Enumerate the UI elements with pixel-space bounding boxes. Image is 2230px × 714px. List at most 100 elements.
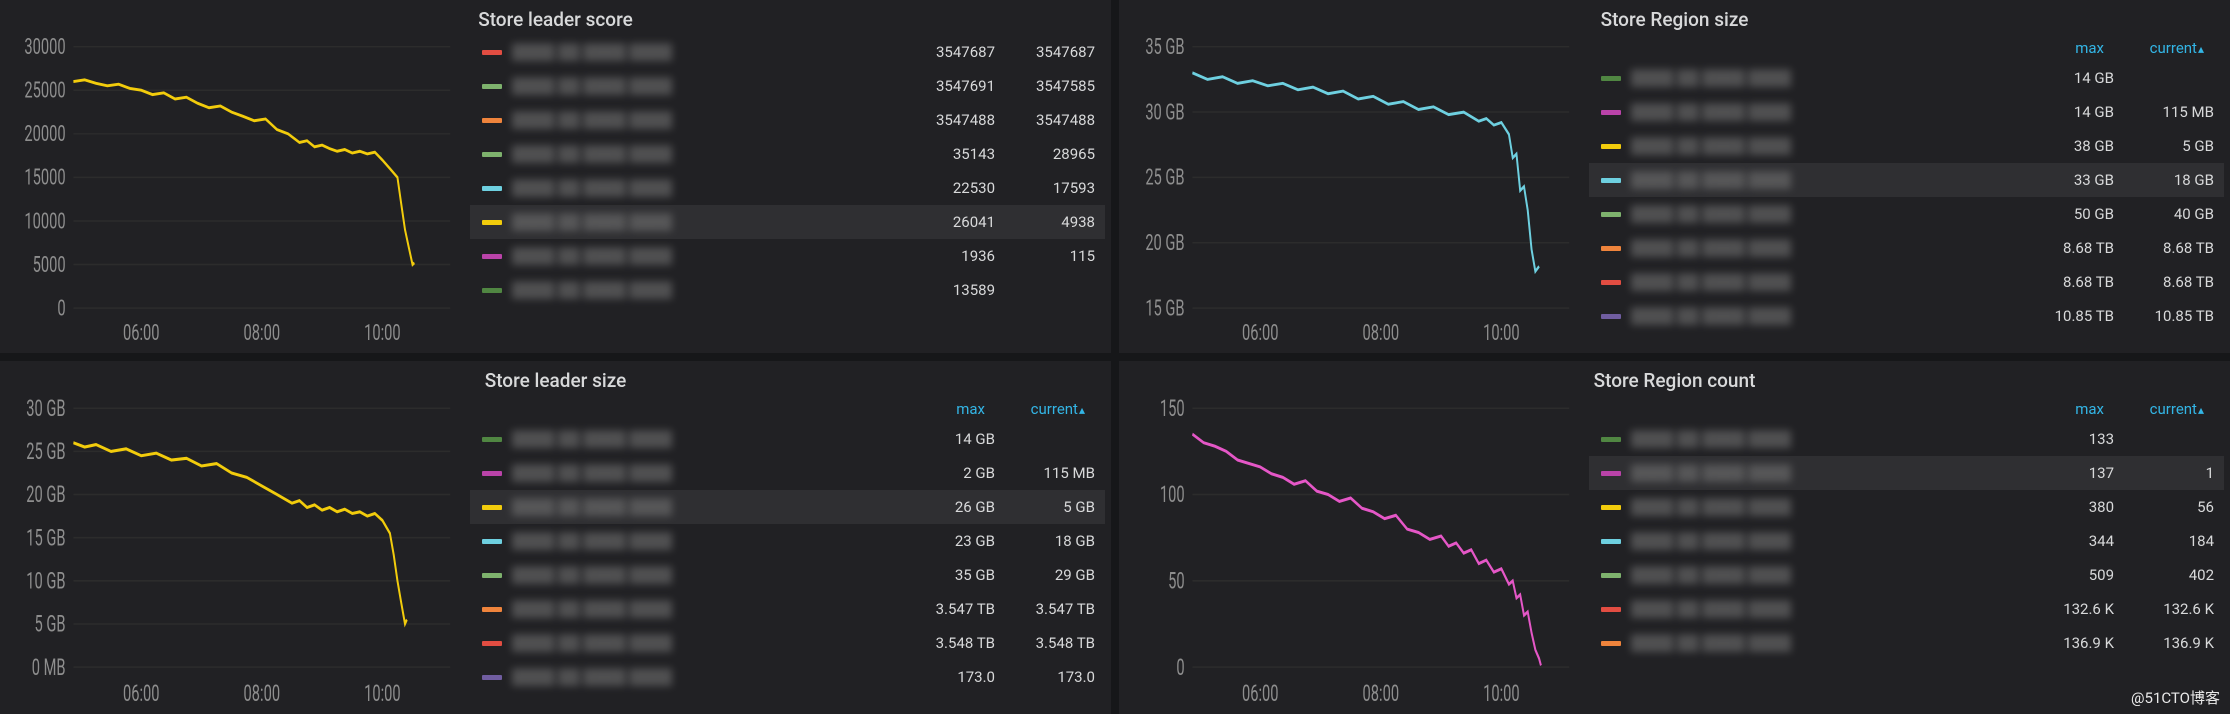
legend-header-current[interactable]: current bbox=[2104, 39, 2204, 57]
legend-row[interactable]: ████ ██ ████ ████509402 bbox=[1589, 558, 2224, 592]
series-name[interactable]: ████ ██ ████ ████ bbox=[512, 213, 895, 231]
series-color-swatch bbox=[482, 641, 502, 646]
series-name[interactable]: ████ ██ ████ ████ bbox=[1631, 205, 2014, 223]
series-name[interactable]: ████ ██ ████ ████ bbox=[1631, 69, 2014, 87]
series-name[interactable]: ████ ██ ████ ████ bbox=[1631, 171, 2014, 189]
legend-row[interactable]: ████ ██ ████ ████35476913547585 bbox=[470, 69, 1105, 103]
legend-row[interactable]: ████ ██ ████ ████2 GB115 MB bbox=[470, 456, 1105, 490]
legend-header-max[interactable]: max bbox=[2004, 400, 2104, 418]
series-color-swatch bbox=[482, 573, 502, 578]
legend-row[interactable]: ████ ██ ████ ████133 bbox=[1589, 422, 2224, 456]
series-name[interactable]: ████ ██ ████ ████ bbox=[1631, 498, 2014, 516]
legend-header-current[interactable]: current bbox=[985, 400, 1085, 418]
legend-header-max[interactable]: max bbox=[885, 400, 985, 418]
series-name[interactable]: ████ ██ ████ ████ bbox=[512, 281, 895, 299]
series-name[interactable]: ████ ██ ████ ████ bbox=[1631, 600, 2014, 618]
svg-text:30000: 30000 bbox=[24, 35, 65, 60]
panel-title[interactable]: Store Region count bbox=[1119, 361, 2230, 396]
legend-row[interactable]: ████ ██ ████ ████8.68 TB8.68 TB bbox=[1589, 231, 2224, 265]
series-color-swatch bbox=[1601, 76, 1621, 81]
series-name[interactable]: ████ ██ ████ ████ bbox=[512, 111, 895, 129]
legend-rows[interactable]: ████ ██ ████ ████133████ ██ ████ ████137… bbox=[1589, 422, 2224, 714]
series-value-max: 8.68 TB bbox=[2014, 273, 2114, 291]
series-name[interactable]: ████ ██ ████ ████ bbox=[512, 247, 895, 265]
legend-row[interactable]: ████ ██ ████ ████38 GB5 GB bbox=[1589, 129, 2224, 163]
legend-row[interactable]: ████ ██ ████ ████1936115 bbox=[470, 239, 1105, 273]
series-color-swatch bbox=[482, 84, 502, 89]
series-value-max: 173.0 bbox=[895, 668, 995, 686]
legend-row[interactable]: ████ ██ ████ ████8.68 TB8.68 TB bbox=[1589, 265, 2224, 299]
svg-text:15 GB: 15 GB bbox=[26, 524, 65, 551]
series-value-max: 344 bbox=[2014, 532, 2114, 550]
legend-row[interactable]: ████ ██ ████ ████173.0173.0 bbox=[470, 660, 1105, 694]
series-name[interactable]: ████ ██ ████ ████ bbox=[512, 77, 895, 95]
series-name[interactable]: ████ ██ ████ ████ bbox=[1631, 566, 2014, 584]
legend-row[interactable]: ████ ██ ████ ████2253017593 bbox=[470, 171, 1105, 205]
legend-row[interactable]: ████ ██ ████ ████136.9 K136.9 K bbox=[1589, 626, 2224, 660]
series-color-swatch bbox=[1601, 607, 1621, 612]
series-name[interactable]: ████ ██ ████ ████ bbox=[512, 43, 895, 61]
series-color-swatch bbox=[1601, 641, 1621, 646]
series-value-current: 402 bbox=[2114, 566, 2214, 584]
series-name[interactable]: ████ ██ ████ ████ bbox=[512, 668, 895, 686]
series-name[interactable]: ████ ██ ████ ████ bbox=[1631, 430, 2014, 448]
legend-row[interactable]: ████ ██ ████ ████26 GB5 GB bbox=[470, 490, 1105, 524]
series-name[interactable]: ████ ██ ████ ████ bbox=[1631, 103, 2014, 121]
panel-title[interactable]: Store Region size bbox=[1119, 0, 2230, 35]
legend-row[interactable]: ████ ██ ████ ████35474883547488 bbox=[470, 103, 1105, 137]
series-value-max: 3.547 TB bbox=[895, 600, 995, 618]
series-name[interactable]: ████ ██ ████ ████ bbox=[512, 464, 895, 482]
series-value-current: 3547585 bbox=[995, 77, 1095, 95]
legend-rows[interactable]: ████ ██ ████ ████14 GB████ ██ ████ ████1… bbox=[1589, 61, 2224, 353]
series-name[interactable]: ████ ██ ████ ████ bbox=[512, 600, 895, 618]
legend-row[interactable]: ████ ██ ████ ████14 GB bbox=[470, 422, 1105, 456]
legend-row[interactable]: ████ ██ ████ ████344184 bbox=[1589, 524, 2224, 558]
series-name[interactable]: ████ ██ ████ ████ bbox=[1631, 137, 2014, 155]
legend-row[interactable]: ████ ██ ████ ████14 GB bbox=[1589, 61, 2224, 95]
legend-header: maxcurrent bbox=[470, 396, 1105, 422]
legend-row[interactable]: ████ ██ ████ ████38056 bbox=[1589, 490, 2224, 524]
legend-row[interactable]: ████ ██ ████ ████3.548 TB3.548 TB bbox=[470, 626, 1105, 660]
legend-rows[interactable]: ████ ██ ████ ████14 GB████ ██ ████ ████2… bbox=[470, 422, 1105, 714]
series-value-current: 3547488 bbox=[995, 111, 1095, 129]
chart-area[interactable]: 05010015006:0008:0010:00 bbox=[1119, 396, 1589, 714]
series-name[interactable]: ████ ██ ████ ████ bbox=[512, 179, 895, 197]
series-value-max: 133 bbox=[2014, 430, 2114, 448]
legend-row[interactable]: ████ ██ ████ ████35 GB29 GB bbox=[470, 558, 1105, 592]
series-name[interactable]: ████ ██ ████ ████ bbox=[1631, 239, 2014, 257]
series-color-swatch bbox=[482, 288, 502, 293]
legend-header-current[interactable]: current bbox=[2104, 400, 2204, 418]
series-name[interactable]: ████ ██ ████ ████ bbox=[512, 430, 895, 448]
legend-row[interactable]: ████ ██ ████ ████35476873547687 bbox=[470, 35, 1105, 69]
chart-area[interactable]: 0 MB5 GB10 GB15 GB20 GB25 GB30 GB06:0008… bbox=[0, 396, 470, 714]
legend-row[interactable]: ████ ██ ████ ████132.6 K132.6 K bbox=[1589, 592, 2224, 626]
legend-row[interactable]: ████ ██ ████ ████14 GB115 MB bbox=[1589, 95, 2224, 129]
series-name[interactable]: ████ ██ ████ ████ bbox=[512, 532, 895, 550]
legend-row[interactable]: ████ ██ ████ ████33 GB18 GB bbox=[1589, 163, 2224, 197]
series-name[interactable]: ████ ██ ████ ████ bbox=[1631, 273, 2014, 291]
legend-row[interactable]: ████ ██ ████ ████13589 bbox=[470, 273, 1105, 307]
series-name[interactable]: ████ ██ ████ ████ bbox=[512, 566, 895, 584]
chart-area[interactable]: 15 GB20 GB25 GB30 GB35 GB06:0008:0010:00 bbox=[1119, 35, 1589, 353]
legend-row[interactable]: ████ ██ ████ ████3.547 TB3.547 TB bbox=[470, 592, 1105, 626]
legend-row[interactable]: ████ ██ ████ ████23 GB18 GB bbox=[470, 524, 1105, 558]
series-name[interactable]: ████ ██ ████ ████ bbox=[512, 145, 895, 163]
panel-title[interactable]: Store leader score bbox=[0, 0, 1111, 35]
legend-row[interactable]: ████ ██ ████ ████10.85 TB10.85 TB bbox=[1589, 299, 2224, 333]
series-name[interactable]: ████ ██ ████ ████ bbox=[1631, 634, 2014, 652]
series-name[interactable]: ████ ██ ████ ████ bbox=[1631, 532, 2014, 550]
panel-title[interactable]: Store leader size bbox=[0, 361, 1111, 396]
series-name[interactable]: ████ ██ ████ ████ bbox=[512, 498, 895, 516]
svg-text:25 GB: 25 GB bbox=[1145, 165, 1184, 191]
legend-rows[interactable]: ████ ██ ████ ████35476873547687████ ██ █… bbox=[470, 35, 1105, 353]
series-name[interactable]: ████ ██ ████ ████ bbox=[512, 634, 895, 652]
chart-area[interactable]: 05000100001500020000250003000006:0008:00… bbox=[0, 35, 470, 353]
svg-text:10:00: 10:00 bbox=[1483, 679, 1520, 706]
legend-row[interactable]: ████ ██ ████ ████260414938 bbox=[470, 205, 1105, 239]
series-name[interactable]: ████ ██ ████ ████ bbox=[1631, 307, 2014, 325]
legend-row[interactable]: ████ ██ ████ ████1371 bbox=[1589, 456, 2224, 490]
legend-row[interactable]: ████ ██ ████ ████3514328965 bbox=[470, 137, 1105, 171]
series-name[interactable]: ████ ██ ████ ████ bbox=[1631, 464, 2014, 482]
legend-header-max[interactable]: max bbox=[2004, 39, 2104, 57]
legend-row[interactable]: ████ ██ ████ ████50 GB40 GB bbox=[1589, 197, 2224, 231]
